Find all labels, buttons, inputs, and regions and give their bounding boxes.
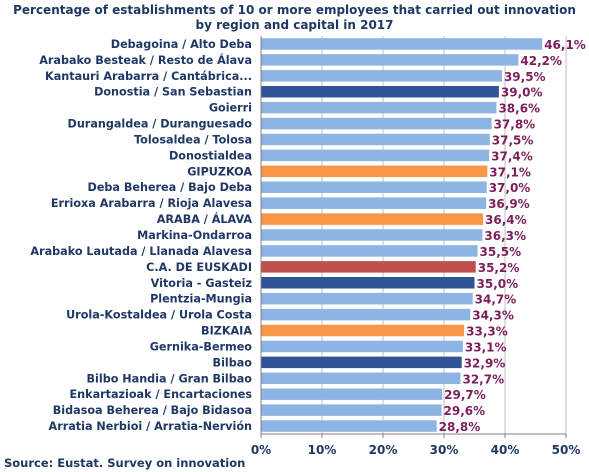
bar (261, 340, 463, 353)
x-tick-label: 20% (369, 443, 398, 457)
x-tick-label: 10% (308, 443, 337, 457)
data-label: 35,0% (477, 277, 519, 291)
category-label: C.A. DE EUSKADI (146, 261, 252, 274)
bar (261, 85, 499, 98)
bar (261, 404, 442, 416)
data-label: 37,8% (494, 118, 536, 132)
data-label: 34,3% (472, 309, 514, 323)
bar (261, 197, 487, 209)
data-label: 37,0% (489, 181, 531, 195)
bar (261, 101, 497, 114)
bar (261, 420, 437, 432)
bar (261, 277, 475, 289)
bar (261, 324, 465, 337)
bar (261, 388, 443, 400)
data-label: 33,3% (466, 325, 508, 339)
bar (261, 133, 490, 146)
data-label: 37,1% (489, 165, 531, 179)
bar (261, 292, 473, 305)
x-tick-label: 40% (491, 443, 520, 457)
data-label: 32,7% (462, 372, 504, 386)
x-tick-label: 30% (430, 443, 459, 457)
bar (261, 213, 484, 225)
category-label: Donostialdea (169, 149, 252, 162)
bar (261, 117, 492, 130)
bar (261, 165, 488, 178)
x-axis: 0% 10% 20% 30% 40% 50% (251, 36, 581, 457)
category-label: Bilbo Handia / Gran Bilbao (87, 372, 253, 385)
category-label: Bilbao (213, 356, 253, 369)
category-label: Plentzia-Mungia (150, 293, 252, 306)
category-label: Arabako Besteak / Resto de Álava (39, 54, 252, 67)
category-label: Debagoina / Alto Deba (111, 38, 252, 51)
data-label: 42,2% (520, 54, 562, 68)
data-label: 36,3% (484, 229, 526, 243)
chart-source: Source: Eustat. Survey on innovation (4, 456, 246, 470)
category-label: Deba Beherea / Bajo Deba (88, 181, 252, 194)
category-label: BIZKAIA (201, 325, 252, 338)
data-label: 46,1% (544, 38, 586, 52)
category-label: Enkartazioak / Encartaciones (70, 388, 253, 401)
data-label: 39,0% (501, 86, 543, 100)
category-label: ARABA / ÁLAVA (157, 213, 253, 226)
chart-title: Percentage of establishments of 10 or mo… (13, 3, 576, 32)
value-labels: 46,1% 42,2% 39,5% 39,0% 38,6% 37,8%37,5% 37,4%… (439, 38, 586, 434)
category-label: Tolosaldea / Tolosa (134, 133, 252, 146)
bar (261, 149, 490, 162)
bar (261, 308, 471, 321)
bar (261, 38, 543, 50)
data-label: 35,5% (480, 245, 522, 259)
x-tick-label: 50% (552, 443, 581, 457)
data-label: 32,9% (464, 356, 506, 370)
category-label: Kantauri Arabarra / Cantábrica... (45, 70, 252, 83)
data-label: 37,5% (492, 133, 534, 147)
data-label: 36,4% (485, 213, 527, 227)
data-label: 35,2% (478, 261, 520, 275)
x-tick-label: 0% (251, 443, 271, 457)
data-label: 33,1% (465, 340, 507, 354)
category-label: Goierri (209, 102, 252, 115)
category-label: Arratia Nerbioi / Arratia-Nervión (49, 420, 252, 433)
category-label: Gernika-Bermeo (150, 340, 253, 353)
bar (261, 372, 461, 385)
bar (261, 356, 462, 369)
category-label: Donostia / San Sebastian (94, 86, 252, 99)
category-label: Errioxa Arabarra / Rioja Alavesa (51, 197, 252, 210)
data-label: 28,8% (439, 420, 481, 434)
category-label: Bidasoa Beherea / Bajo Bidasoa (53, 404, 252, 417)
category-label: Markina-Ondarroa (137, 229, 252, 242)
bar (261, 54, 519, 66)
category-label: Urola-Kostaldea / Urola Costa (66, 309, 252, 322)
data-label: 29,6% (444, 404, 486, 418)
data-label: 34,7% (475, 293, 517, 307)
data-label: 39,5% (504, 70, 546, 84)
bar (261, 70, 502, 82)
bars (261, 38, 543, 432)
bar (261, 245, 478, 257)
category-labels: Debagoina / Alto Deba Arabako Besteak / R… (30, 38, 252, 433)
data-label: 36,9% (488, 197, 530, 211)
category-label: Arabako Lautada / Llanada Alavesa (30, 245, 252, 258)
bar (261, 261, 476, 273)
data-label: 37,4% (491, 149, 533, 163)
data-label: 29,7% (444, 388, 486, 402)
bar (261, 181, 487, 193)
category-label: Durangaldea / Duranguesado (68, 118, 253, 131)
data-label: 38,6% (498, 102, 540, 116)
bar (261, 229, 483, 241)
category-label: GIPUZKOA (187, 165, 252, 178)
category-label: Vitoria - Gasteiz (151, 277, 252, 290)
